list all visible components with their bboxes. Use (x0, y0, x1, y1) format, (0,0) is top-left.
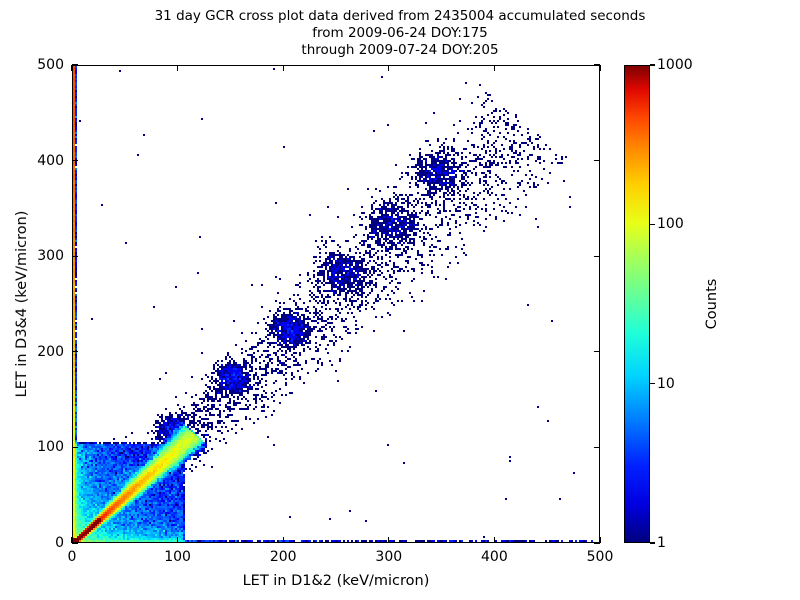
x-tick-top (388, 65, 390, 71)
x-tick-label: 300 (375, 549, 403, 565)
colorbar-tick-label: 1000 (657, 57, 693, 73)
colorbar-tick (650, 64, 655, 66)
x-tick-label: 200 (269, 549, 297, 565)
x-tick-bottom (176, 537, 179, 543)
x-tick-top (493, 65, 496, 71)
x-tick-top (71, 65, 73, 71)
y-tick-left (72, 255, 78, 257)
y-tick-label: 400 (37, 152, 64, 169)
y-tick-left (72, 351, 78, 353)
x-axis-label: LET in D1&2 (keV/micron) (242, 573, 430, 589)
y-tick-label: 0 (55, 535, 64, 551)
title-line-2: from 2009-06-24 DOY:175 (312, 25, 488, 41)
x-tick-bottom (71, 537, 73, 543)
colorbar-label: Counts (704, 278, 720, 330)
y-tick-right (594, 446, 600, 449)
colorbar-tick (650, 383, 655, 385)
y-tick-left (72, 64, 78, 66)
colorbar-tick-label: 100 (657, 216, 684, 233)
y-tick-right (594, 255, 600, 257)
y-tick-right (594, 64, 600, 66)
title-line-1: 31 day GCR cross plot data derived from … (154, 8, 646, 24)
x-tick-label: 100 (164, 549, 191, 565)
y-axis-label: LET in D3&4 (keV/micron) (14, 210, 30, 398)
x-tick-label: 500 (586, 549, 614, 565)
y-tick-label: 200 (37, 343, 64, 360)
y-tick-right (594, 351, 600, 353)
y-tick-label: 500 (37, 57, 64, 73)
y-tick-left (72, 542, 78, 544)
x-tick-label: 400 (481, 549, 508, 565)
x-tick-top (282, 65, 284, 71)
scatter-heatmap-canvas (73, 66, 599, 542)
colorbar-tick-label: 10 (657, 375, 675, 392)
x-tick-bottom (282, 537, 284, 543)
x-tick-label: 0 (67, 549, 77, 565)
x-tick-top (599, 65, 601, 71)
colorbar[interactable] (624, 65, 650, 543)
x-tick-bottom (493, 537, 496, 543)
heatmap-layer (73, 66, 599, 542)
colorbar-tick (650, 542, 655, 544)
plot-area[interactable] (72, 65, 600, 543)
colorbar-tick-label: 1 (657, 535, 666, 551)
x-tick-bottom (599, 537, 601, 543)
colorbar-tick (650, 223, 655, 225)
y-tick-right (594, 159, 600, 162)
x-tick-top (176, 65, 179, 71)
y-tick-label: 300 (37, 248, 64, 265)
y-tick-left (72, 159, 78, 162)
title-line-3: through 2009-07-24 DOY:205 (301, 42, 499, 58)
y-tick-label: 100 (37, 439, 64, 456)
x-tick-bottom (388, 537, 390, 543)
y-tick-left (72, 446, 78, 449)
y-tick-right (594, 542, 600, 544)
plot-title: 31 day GCR cross plot data derived from … (0, 8, 800, 59)
